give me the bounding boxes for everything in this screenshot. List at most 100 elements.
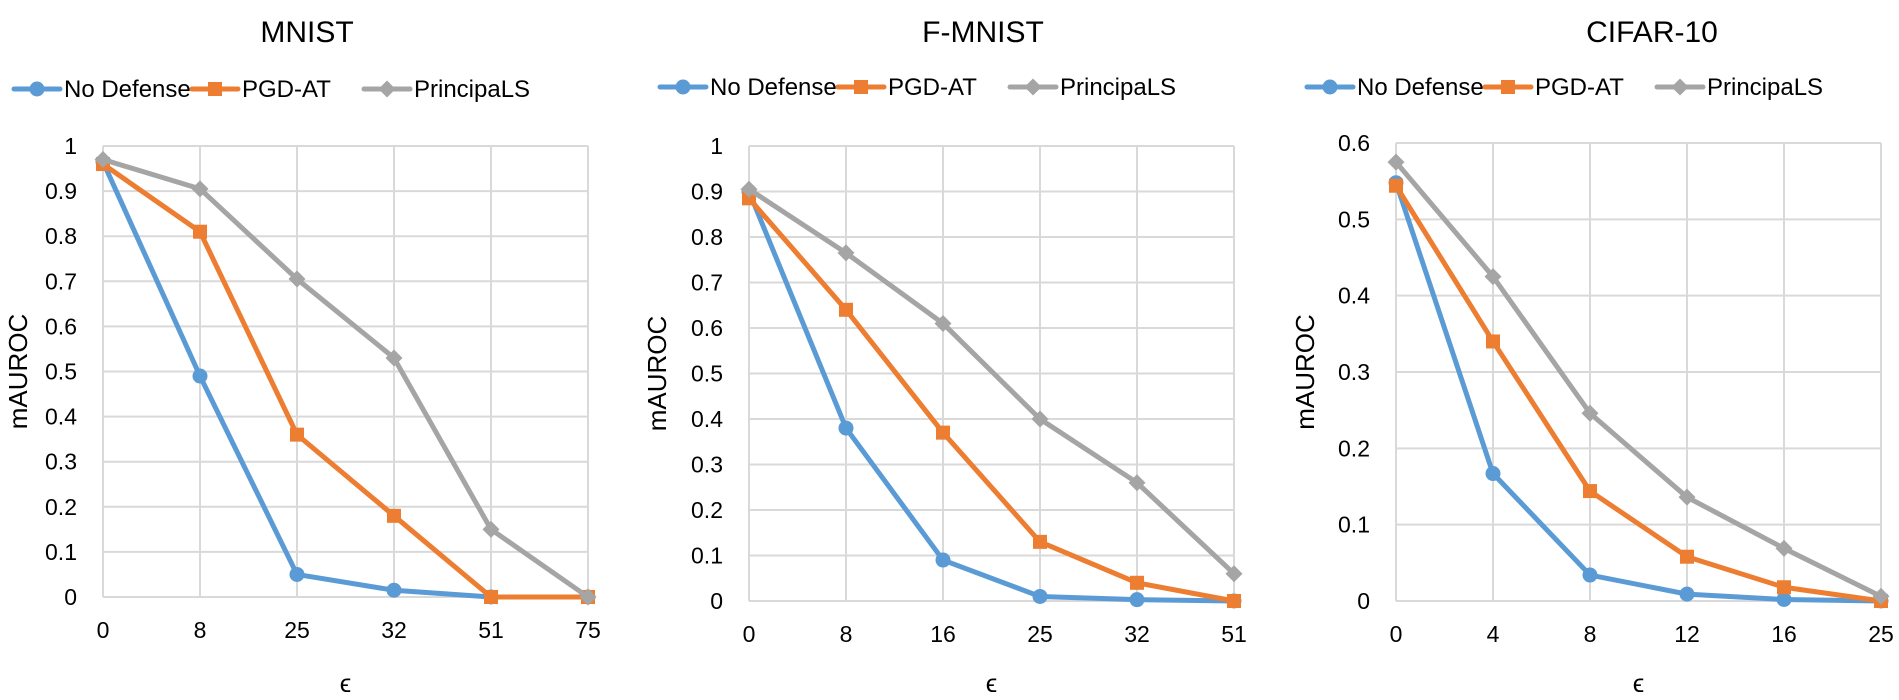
data-point-principals	[288, 270, 306, 288]
legend-item-pgd-at: PGD-AT	[835, 74, 977, 101]
legend-label: PGD-AT	[888, 74, 977, 101]
data-point-pgd-at	[290, 427, 304, 442]
y-tick-label: 0.6	[691, 315, 723, 341]
series-line-principals	[100, 157, 591, 600]
data-point-no-defense	[935, 552, 951, 568]
data-point-pgd-at	[839, 302, 853, 317]
data-point-no-defense	[1485, 466, 1501, 482]
x-tick-label: 32	[1124, 621, 1150, 647]
legend-item-principals: PrincipaLS	[361, 76, 530, 103]
x-tick-label: 16	[930, 621, 956, 647]
data-point-principals	[385, 349, 403, 367]
series-no-defense	[95, 154, 596, 605]
series-line-pgd-at	[746, 195, 1237, 604]
data-point-principals	[1484, 268, 1502, 286]
chart-title: CIFAR-10	[1586, 16, 1718, 49]
x-tick-label: 12	[1674, 621, 1700, 647]
y-tick-label: 0.1	[691, 543, 723, 569]
legend-item-pgd-at: PGD-AT	[189, 76, 331, 103]
legend-marker-no-defense	[675, 79, 691, 95]
x-tick-label: 25	[1027, 621, 1053, 647]
legend-item-pgd-at: PGD-AT	[1482, 74, 1624, 101]
legend-marker-pgd-at	[1501, 80, 1515, 94]
data-point-pgd-at	[1033, 534, 1047, 549]
x-axis-label: ϵ	[986, 668, 998, 698]
y-tick-label: 0.4	[45, 404, 77, 430]
y-tick-label: 0.4	[691, 406, 723, 432]
legend-label: PrincipaLS	[1060, 74, 1176, 101]
x-tick-label: 0	[1390, 621, 1403, 647]
y-tick-label: 0	[1357, 588, 1370, 614]
data-point-no-defense	[1129, 592, 1145, 608]
legend-marker-pgd-at	[854, 80, 868, 94]
series-principals	[1387, 153, 1890, 605]
y-tick-label: 0.1	[45, 539, 77, 565]
data-point-principals	[1031, 410, 1049, 428]
data-point-pgd-at	[1130, 575, 1144, 590]
series-principals	[94, 151, 597, 606]
legend-label: No Defense	[64, 76, 191, 103]
series-line-principals	[746, 186, 1237, 577]
y-tick-label: 0.5	[45, 359, 77, 385]
x-tick-label: 25	[1868, 621, 1894, 647]
data-point-principals	[1581, 404, 1599, 422]
series-pgd-at	[96, 157, 595, 604]
data-point-no-defense	[1679, 586, 1695, 602]
data-point-no-defense	[838, 420, 854, 436]
data-point-pgd-at	[1486, 334, 1500, 349]
y-axis-label: mAUROC	[1290, 314, 1320, 430]
series-no-defense	[741, 184, 1242, 609]
series-line-no-defense	[100, 159, 591, 600]
y-tick-label: 0.3	[45, 449, 77, 475]
data-point-no-defense	[289, 566, 305, 582]
data-point-principals	[934, 314, 952, 332]
y-tick-label: 0.2	[691, 497, 723, 523]
legend-label: PGD-AT	[242, 76, 331, 103]
legend-label: No Defense	[710, 74, 837, 101]
y-tick-label: 0.3	[1338, 359, 1370, 385]
grid	[748, 145, 1235, 602]
legend: No Defense PGD-AT PrincipaLS	[1304, 74, 1823, 101]
y-tick-label: 0	[64, 584, 77, 610]
series-pgd-at	[1389, 178, 1888, 608]
x-tick-label: 51	[478, 617, 504, 643]
y-tick-label: 1	[64, 133, 77, 159]
y-tick-label: 0.3	[691, 452, 723, 478]
y-tick-label: 0.8	[691, 224, 723, 250]
data-point-principals	[1387, 153, 1405, 171]
x-tick-label: 0	[743, 621, 756, 647]
data-point-pgd-at	[1583, 484, 1597, 499]
data-point-pgd-at	[742, 191, 756, 206]
series-line-principals	[1393, 159, 1884, 599]
data-point-pgd-at	[936, 425, 950, 440]
legend-item-no-defense: No Defense	[657, 74, 837, 101]
legend-marker-principals	[378, 80, 396, 98]
series-pgd-at	[742, 191, 1241, 608]
data-point-pgd-at	[1227, 594, 1241, 608]
y-tick-label: 0.6	[45, 313, 77, 339]
series-line-pgd-at	[100, 161, 591, 600]
y-tick-label: 0.7	[45, 268, 77, 294]
data-point-principals	[1872, 587, 1890, 605]
grid	[1395, 142, 1882, 602]
data-point-principals	[482, 520, 500, 538]
x-tick-label: 8	[1584, 621, 1597, 647]
data-point-pgd-at	[387, 508, 401, 523]
y-axis-label: mAUROC	[642, 316, 672, 432]
legend-label: PrincipaLS	[1707, 74, 1823, 101]
y-tick-label: 0.9	[691, 179, 723, 205]
x-axis-label: ϵ	[340, 668, 352, 698]
chart-panel-mnist: MNIST 0 0.1 0.2 0.3 0.4 0.5 0.6 0.7 0.8 0.9 1 0 8 25 3…	[3, 16, 601, 698]
data-point-pgd-at	[1389, 178, 1403, 193]
data-point-pgd-at	[484, 590, 498, 604]
y-axis-label: mAUROC	[3, 314, 33, 430]
x-tick-label: 0	[97, 617, 110, 643]
x-tick-label: 16	[1771, 621, 1797, 647]
x-tick-label: 75	[575, 617, 601, 643]
data-point-principals	[837, 244, 855, 262]
data-point-no-defense	[1032, 588, 1048, 604]
data-point-principals	[94, 151, 112, 169]
series-line-pgd-at	[1393, 183, 1884, 604]
legend-item-no-defense: No Defense	[1304, 74, 1484, 101]
